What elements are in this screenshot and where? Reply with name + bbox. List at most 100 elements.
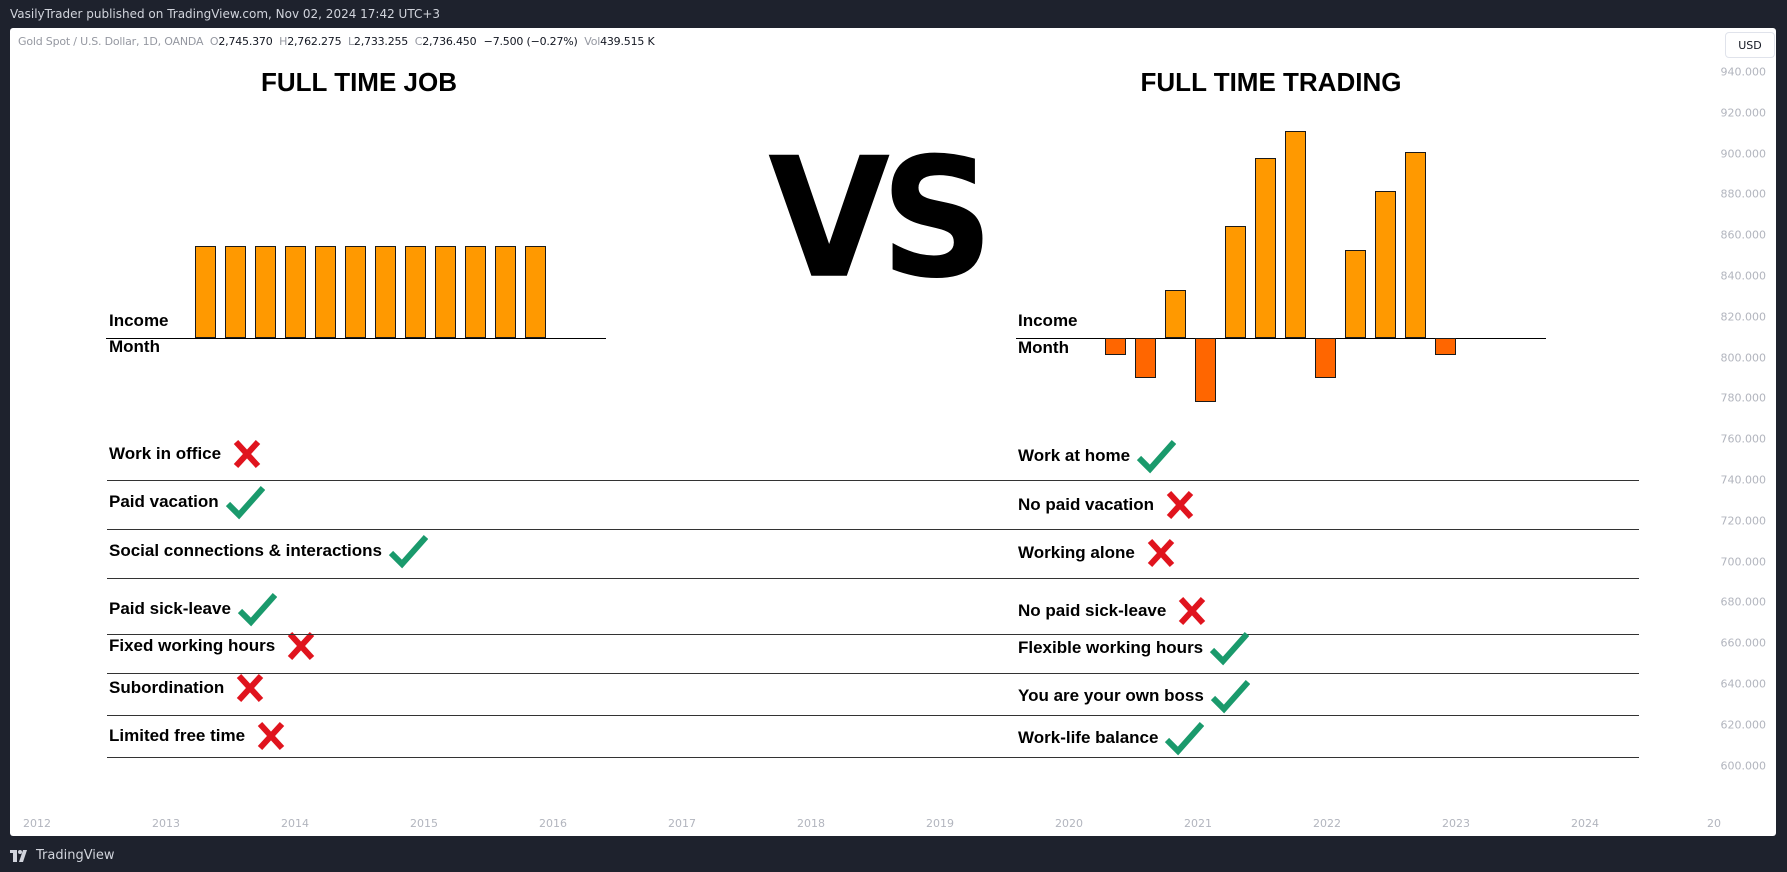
income-bar [1405,152,1426,338]
symbol-name[interactable]: Gold Spot / U.S. Dollar, 1D, OANDA [18,35,204,48]
price-scale[interactable]: 940.000 920.000 900.000 880.000 860.000 840.0… [1720,28,1776,836]
open-value: 2,745.370 [218,35,273,48]
cross-icon [227,434,267,474]
divider [107,529,1639,530]
close-value: 2,736.450 [422,35,477,48]
right-income-label: Income [1018,311,1078,330]
feature-label: Social connections & interactions [109,541,383,560]
cross-icon [1172,591,1212,631]
cross-icon [1160,485,1200,525]
feature-row: Fixed working hours [109,626,321,666]
price-tick-label: 840.000 [1720,269,1767,283]
income-bar [1435,338,1456,356]
feature-label: No paid sick-leave [1018,601,1167,620]
time-tick-label: 2014 [281,817,309,830]
income-bar [1255,157,1276,338]
chart-panel[interactable]: Gold Spot / U.S. Dollar, 1D, OANDA O2,74… [10,28,1776,836]
footer: TradingView [0,838,1787,872]
income-bar [495,246,516,338]
left-title: FULL TIME JOB [261,67,457,97]
income-bar [1285,131,1306,338]
time-tick-label: 2024 [1571,817,1599,830]
close-label: C [414,35,423,48]
check-icon [1164,718,1205,758]
income-bar [345,246,366,338]
right-title: FULL TIME TRADING [1140,67,1402,97]
price-tick-label: 760.000 [1720,432,1767,446]
tradingview-logo[interactable]: TradingView [10,848,115,863]
income-bar [405,246,426,338]
high-value: 2,762.275 [287,35,342,48]
divider [107,673,1639,674]
income-bar [1315,338,1336,379]
price-tick-label: 800.000 [1720,351,1767,365]
open-label: O [209,35,219,48]
price-tick-label: 780.000 [1720,391,1767,405]
income-bar [1165,290,1186,338]
feature-row: Working alone [1018,533,1181,573]
feature-row: Work-life balance [1018,718,1205,758]
income-bar [225,246,246,338]
feature-row: Subordination [109,668,270,708]
feature-row: Work at home [1018,436,1177,476]
income-bar [375,246,396,338]
check-icon [388,531,429,571]
feature-row: Social connections & interactions [109,531,429,571]
price-tick-label: 820.000 [1720,310,1767,324]
time-scale[interactable]: 2012 2013 2014 2015 2016 2017 2018 2019 2020 2021… [10,808,1722,836]
price-tick-label: 700.000 [1720,555,1767,569]
feature-row: Paid vacation [109,482,265,522]
price-tick-label: 880.000 [1720,187,1767,201]
income-bar [255,246,276,338]
divider [107,480,1639,481]
volume-value: 439.515 K [600,35,655,48]
time-tick-label: 2023 [1442,817,1470,830]
right-income-axis [1016,338,1546,339]
cross-icon [230,668,270,708]
time-tick-label: 2017 [668,817,696,830]
left-month-label: Month [109,337,160,356]
feature-row: Flexible working hours [1018,628,1250,668]
divider [107,715,1639,716]
change-value: −7.500 (−0.27%) [483,35,578,48]
time-tick-label: 2015 [410,817,438,830]
feature-label: Work at home [1018,446,1131,465]
price-tick-label: 920.000 [1720,106,1767,120]
publish-info: VasilyTrader published on TradingView.co… [10,7,441,21]
feature-label: Limited free time [109,726,246,745]
price-tick-label: 860.000 [1720,228,1767,242]
income-bar [195,246,216,338]
vs-text: VS [767,122,994,316]
time-tick-label: 2020 [1055,817,1083,830]
time-tick-label: 2018 [797,817,825,830]
divider [107,578,1639,579]
symbol-legend[interactable]: Gold Spot / U.S. Dollar, 1D, OANDA O2,74… [18,35,655,48]
time-tick-label: 2012 [23,817,51,830]
time-tick-label: 2019 [926,817,954,830]
feature-label: No paid vacation [1018,495,1155,514]
feature-label: Paid vacation [109,492,219,511]
currency-button[interactable]: USD [1725,32,1775,58]
feature-row: Work in office [109,434,267,474]
feature-row: Paid sick-leave [109,589,278,629]
tradingview-logo-text: TradingView [36,848,115,863]
check-icon [237,589,278,629]
feature-label: Flexible working hours [1018,638,1204,657]
right-month-label: Month [1018,338,1069,357]
feature-row: You are your own boss [1018,676,1251,716]
income-bar [1195,338,1216,403]
time-tick-label: 2022 [1313,817,1341,830]
income-bar [1105,338,1126,356]
feature-label: Working alone [1018,543,1135,562]
check-icon [1136,436,1177,476]
time-tick-label: 2013 [152,817,180,830]
feature-label: Work-life balance [1018,728,1159,747]
price-tick-label: 900.000 [1720,147,1767,161]
income-bar [285,246,306,338]
feature-label: Work in office [109,444,222,463]
tradingview-logo-icon [10,849,27,862]
feature-label: Subordination [109,678,225,697]
price-tick-label: 720.000 [1720,514,1767,528]
feature-label: Paid sick-leave [109,599,231,618]
left-income-axis [106,338,606,339]
